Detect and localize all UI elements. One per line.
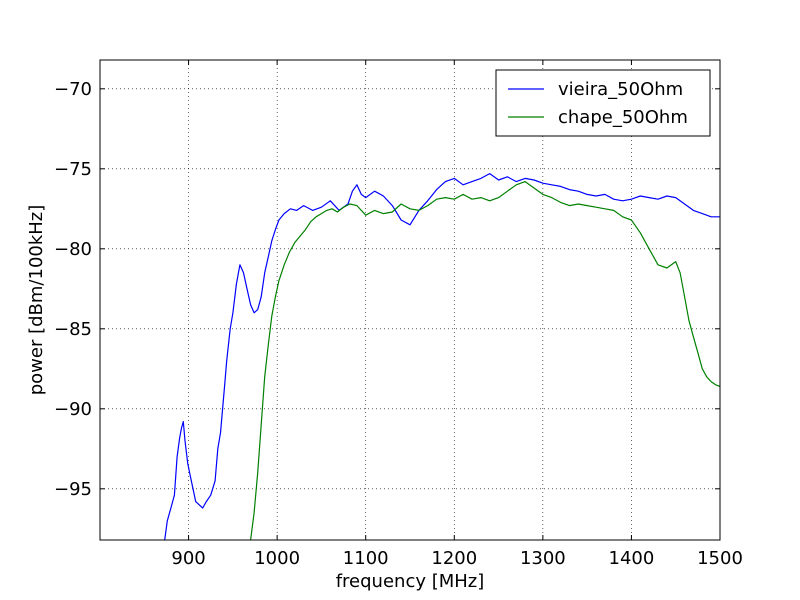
legend-label: chape_50Ohm <box>558 107 688 128</box>
x-axis-label: frequency [MHz] <box>336 571 485 592</box>
x-tick-label: 900 <box>171 548 205 569</box>
y-axis-label: power [dBm/100kHz] <box>26 205 47 396</box>
y-tick-label: −80 <box>54 239 92 260</box>
y-tick-label: −85 <box>54 319 92 340</box>
x-tick-label: 1000 <box>254 548 300 569</box>
ticks: 900 1000 1100 1200 1300 1400 1500 −70 −75 −80 −85 −… <box>54 60 743 569</box>
legend-box <box>495 69 711 137</box>
x-tick-label: 1500 <box>697 548 743 569</box>
y-tick-label: −95 <box>54 479 92 500</box>
legend: vieira_50Ohm chape_50Ohm <box>495 69 711 137</box>
x-tick-label: 1300 <box>520 548 566 569</box>
x-tick-label: 1400 <box>609 548 655 569</box>
series-line-chape_50Ohm <box>250 181 720 540</box>
y-tick-label: −70 <box>54 79 92 100</box>
series-group <box>164 173 720 540</box>
plot-frame <box>99 59 721 541</box>
x-tick-label: 1100 <box>343 548 389 569</box>
y-tick-label: −75 <box>54 159 92 180</box>
x-tick-label: 1200 <box>431 548 477 569</box>
y-tick-label: −90 <box>54 399 92 420</box>
legend-label: vieira_50Ohm <box>558 79 683 100</box>
